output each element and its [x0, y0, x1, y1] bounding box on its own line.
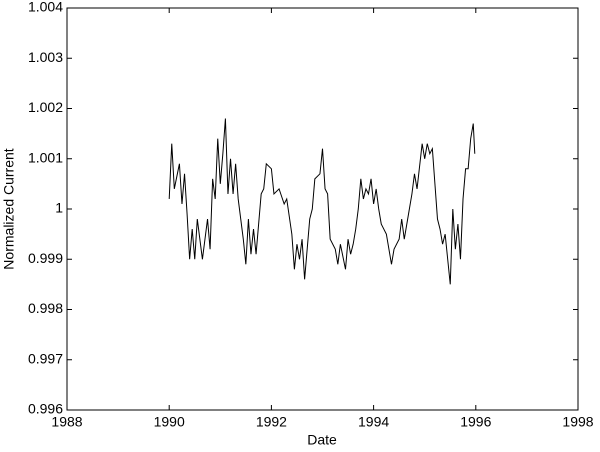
x-tick-label: 1998 [562, 414, 593, 430]
x-axis-label: Date [307, 432, 337, 448]
y-tick-label: 0.999 [28, 250, 63, 266]
x-tick-label: 1994 [358, 414, 389, 430]
y-tick-label: 0.996 [28, 401, 63, 417]
y-tick-label: 0.998 [28, 300, 63, 316]
plot-frame [66, 7, 579, 411]
x-tick-label: 1996 [460, 414, 491, 430]
y-tick-label: 1.004 [28, 0, 63, 15]
y-tick-label: 1.002 [28, 99, 63, 115]
y-tick-label: 0.997 [28, 350, 63, 366]
y-axis-label: Normalized Current [1, 148, 17, 269]
x-tick-label: 1990 [154, 414, 185, 430]
y-tick-label: 1.001 [28, 149, 63, 165]
y-tick-label: 1 [55, 200, 63, 216]
data-line [168, 118, 476, 285]
y-tick-label: 1.003 [28, 49, 63, 65]
x-tick-label: 1988 [51, 414, 82, 430]
x-tick-label: 1992 [256, 414, 287, 430]
